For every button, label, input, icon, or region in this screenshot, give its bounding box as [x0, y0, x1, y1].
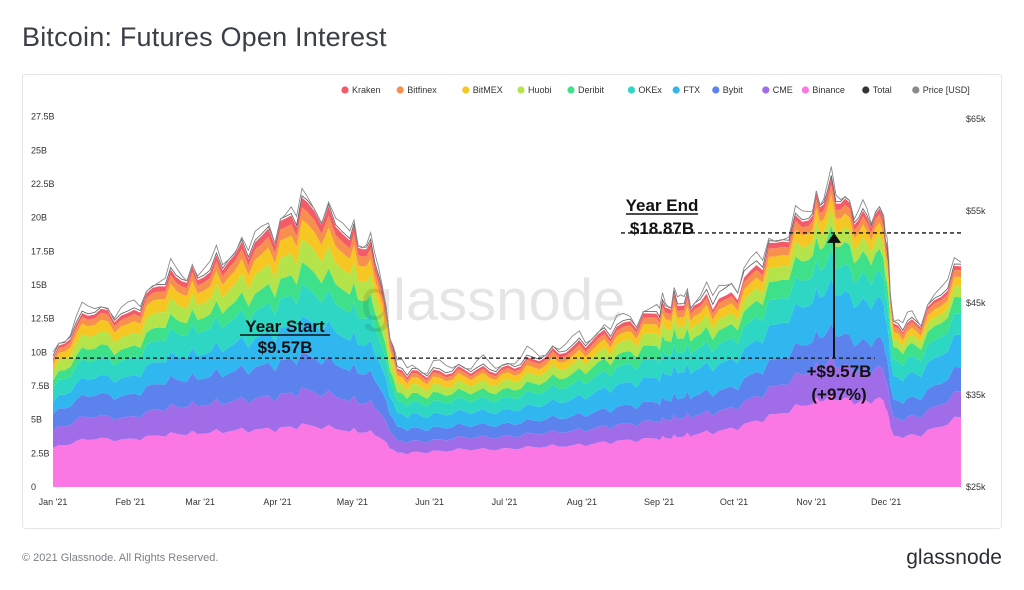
x-tick-label: Oct '21: [720, 497, 748, 507]
x-tick-label: Jul '21: [492, 497, 518, 507]
legend-swatch: [341, 86, 349, 94]
y-right-tick-label: $65k: [966, 114, 986, 124]
y-left-tick-label: 20B: [31, 213, 47, 223]
y-left-tick-label: 22.5B: [31, 179, 55, 189]
y-left-tick-label: 12.5B: [31, 314, 55, 324]
chart-frame: Price [USD] Total Binance CME Bybit FTX OKEx De…: [22, 74, 1002, 529]
y-left-tick-label: 2.5B: [31, 448, 50, 458]
area-bitfinex: [53, 184, 961, 385]
legend-swatch: [712, 86, 720, 94]
y-left-tick-label: 7.5B: [31, 381, 50, 391]
x-tick-label: Dec '21: [871, 497, 901, 507]
legend-swatch: [912, 86, 920, 94]
legend-label: Total: [873, 85, 892, 95]
x-axis: Jan '21 Feb '21 Mar '21 Apr '21 May '21 Jun '…: [39, 497, 902, 507]
legend-label: Deribit: [578, 85, 605, 95]
stacked-areas: [53, 177, 961, 487]
x-tick-label: Nov '21: [796, 497, 826, 507]
y-right-tick-label: $35k: [966, 390, 986, 400]
x-tick-label: Mar '21: [185, 497, 215, 507]
legend-swatch: [517, 86, 525, 94]
legend-label: Huobi: [528, 85, 552, 95]
y-left-tick-label: 17.5B: [31, 246, 55, 256]
x-tick-label: Jan '21: [39, 497, 68, 507]
legend-label: BitMEX: [473, 85, 503, 95]
area-kraken: [53, 177, 961, 381]
x-tick-label: Feb '21: [115, 497, 145, 507]
change-value: +$9.57B: [807, 362, 872, 381]
y-right-tick-label: $45k: [966, 298, 986, 308]
legend-label: Kraken: [352, 85, 381, 95]
area-deribit: [53, 225, 961, 407]
x-tick-label: Jun '21: [415, 497, 444, 507]
y-left-tick-label: 27.5B: [31, 112, 55, 122]
total-line: [52, 175, 962, 377]
area-binance: [53, 393, 961, 487]
change-percent: (+97%): [811, 385, 866, 404]
year-start-label: Year Start: [245, 317, 325, 336]
x-tick-label: Apr '21: [263, 497, 291, 507]
legend-label: Binance: [812, 85, 845, 95]
y-left-tick-label: 15B: [31, 280, 47, 290]
watermark: glassnode: [361, 268, 625, 333]
chart-svg: Price [USD] Total Binance CME Bybit FTX OKEx De…: [31, 85, 986, 507]
legend-swatch: [862, 86, 870, 94]
x-tick-label: Aug '21: [567, 497, 597, 507]
area-bybit: [53, 323, 961, 444]
change-arrow-head: [827, 232, 841, 243]
x-tick-label: May '21: [337, 497, 368, 507]
legend-label: OKEx: [638, 85, 662, 95]
legend-label: CME: [773, 85, 793, 95]
y-axis-right: $25k $35k $45k $55k $65k: [966, 114, 986, 492]
legend-swatch: [801, 86, 810, 94]
legend-swatch: [762, 86, 770, 94]
legend-label: Bitfinex: [407, 85, 437, 95]
glassnode-logo[interactable]: glassnode: [906, 546, 1002, 569]
legend-swatch: [462, 86, 470, 94]
legend-swatch: [396, 86, 404, 94]
legend-label: Bybit: [723, 85, 744, 95]
page-title: Bitcoin: Futures Open Interest: [22, 22, 387, 52]
y-left-tick-label: 25B: [31, 145, 47, 155]
x-tick-label: Sep '21: [644, 497, 674, 507]
legend-swatch: [567, 86, 575, 94]
price-line: [52, 166, 962, 377]
y-left-tick-label: 0: [31, 482, 36, 492]
area-bitmex: [53, 194, 961, 391]
legend-label: FTX: [683, 85, 700, 95]
price-line-path: [52, 166, 962, 374]
area-ftx: [53, 278, 961, 432]
copyright: © 2021 Glassnode. All Rights Reserved.: [22, 552, 219, 564]
legend-swatch: [672, 86, 680, 94]
annotations: Year Start $9.57B Year End $18.87B +$9.57B (+…: [55, 196, 961, 404]
legend-label: Price [USD]: [923, 85, 970, 95]
y-left-tick-label: 10B: [31, 347, 47, 357]
y-left-tick-label: 5B: [31, 415, 42, 425]
area-okex: [53, 248, 961, 419]
area-cme: [53, 356, 961, 455]
y-right-tick-label: $25k: [966, 482, 986, 492]
y-axis-left: 0 2.5B 5B 7.5B 10B 12.5B 15B 17.5B 20B 22.5B 25B 27…: [31, 112, 55, 492]
legend-swatch: [627, 86, 636, 94]
year-end-label: Year End: [626, 196, 699, 215]
year-end-value: $18.87B: [630, 219, 694, 238]
chart-legend: Price [USD] Total Binance CME Bybit FTX OKEx De…: [341, 85, 970, 95]
year-start-value: $9.57B: [258, 338, 313, 357]
y-right-tick-label: $55k: [966, 206, 986, 216]
